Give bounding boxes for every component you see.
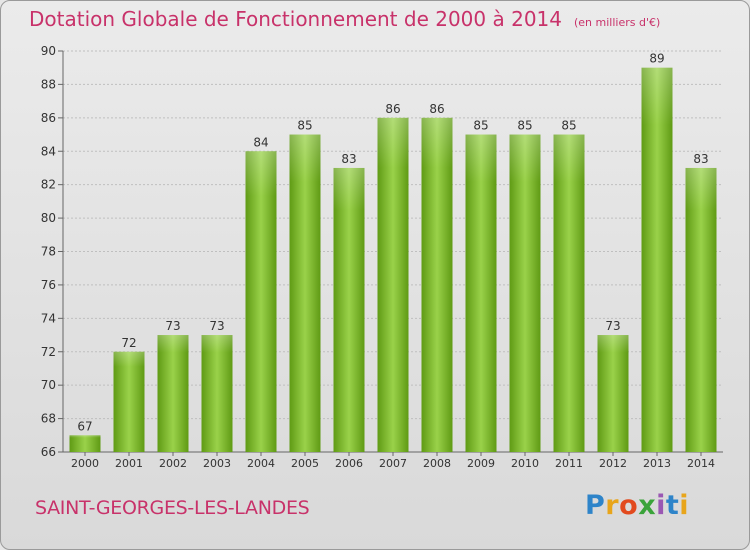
bar-highlight — [509, 134, 541, 452]
y-tick-label: 90 — [41, 44, 56, 58]
bar-highlight — [333, 167, 365, 453]
x-tick-label: 2014 — [687, 457, 715, 470]
x-tick-label: 2013 — [643, 457, 671, 470]
y-tick-label: 78 — [41, 245, 56, 259]
x-tick-label: 2012 — [599, 457, 627, 470]
bars — [69, 67, 717, 453]
y-tick-label: 70 — [41, 378, 56, 392]
data-label: 86 — [385, 102, 400, 116]
bar-highlight — [245, 151, 277, 452]
data-label: 85 — [297, 119, 312, 133]
data-label: 85 — [517, 119, 532, 133]
data-label: 83 — [693, 152, 708, 166]
x-tick-label: 2002 — [159, 457, 187, 470]
y-tick-label: 86 — [41, 111, 56, 125]
commune-name: SAINT-GEORGES-LES-LANDES — [35, 497, 310, 519]
data-label: 73 — [209, 319, 224, 333]
data-label: 83 — [341, 152, 356, 166]
x-tick-label: 2006 — [335, 457, 363, 470]
x-tick-label: 2007 — [379, 457, 407, 470]
bar-highlight — [553, 134, 585, 452]
y-tick-label: 74 — [41, 311, 56, 325]
y-tick-label: 82 — [41, 178, 56, 192]
bar-highlight — [421, 117, 453, 452]
y-tick-label: 68 — [41, 412, 56, 426]
x-tick-label: 2001 — [115, 457, 143, 470]
bar-highlight — [685, 167, 717, 453]
title-main: Dotation Globale de Fonctionnement de 20… — [29, 7, 562, 31]
x-tick-label: 2003 — [203, 457, 231, 470]
bar-highlight — [157, 335, 189, 452]
x-tick-label: 2004 — [247, 457, 275, 470]
y-tick-label: 66 — [41, 445, 56, 459]
bar-highlight — [201, 335, 233, 452]
x-tick-label: 2005 — [291, 457, 319, 470]
data-label: 85 — [473, 119, 488, 133]
y-tick-label: 72 — [41, 345, 56, 359]
y-tick-label: 88 — [41, 77, 56, 91]
title-unit: (en milliers d'€) — [574, 16, 661, 29]
bar-highlight — [289, 134, 321, 452]
data-label: 84 — [253, 135, 268, 149]
data-label: 67 — [77, 419, 92, 433]
bar-highlight — [465, 134, 497, 452]
chart-title: Dotation Globale de Fonctionnement de 20… — [29, 7, 660, 31]
x-tick-label: 2008 — [423, 457, 451, 470]
bar-highlight — [113, 351, 145, 452]
data-label: 73 — [165, 319, 180, 333]
bar-highlight — [377, 117, 409, 452]
x-tick-label: 2000 — [71, 457, 99, 470]
proxiti-logo: Proxiti — [585, 490, 690, 521]
x-tick-label: 2011 — [555, 457, 583, 470]
bar-highlight — [597, 335, 629, 452]
data-label: 72 — [121, 336, 136, 350]
x-tick-label: 2010 — [511, 457, 539, 470]
data-label: 85 — [561, 119, 576, 133]
x-tick-label: 2009 — [467, 457, 495, 470]
bar-highlight — [641, 67, 673, 452]
bar-highlight — [69, 435, 101, 452]
data-label: 86 — [429, 102, 444, 116]
data-label: 73 — [605, 319, 620, 333]
data-labels: 67 72 73 73 84 85 83 86 86 85 85 85 73 89 83 — [77, 52, 708, 434]
y-tick-label: 80 — [41, 211, 56, 225]
y-tick-label: 84 — [41, 144, 56, 158]
data-label: 89 — [649, 52, 664, 66]
y-tick-label: 76 — [41, 278, 56, 292]
